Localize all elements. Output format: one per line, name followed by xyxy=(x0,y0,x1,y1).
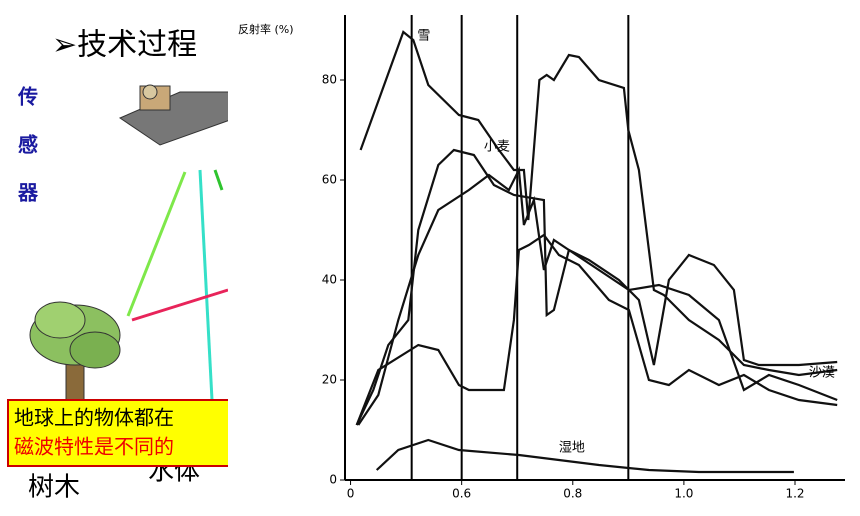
series-label: 湿地 xyxy=(559,441,585,456)
y-tick-label: 80 xyxy=(322,73,337,87)
chart-panel xyxy=(228,0,860,512)
note-box xyxy=(7,399,234,467)
arrows xyxy=(126,169,229,401)
x-tick-label: 0 xyxy=(347,487,355,501)
series-line xyxy=(355,148,838,426)
series-label: 小麦 xyxy=(484,140,510,155)
x-tick-label: 0.8 xyxy=(563,487,582,501)
series-line xyxy=(357,166,838,426)
x-tick-label: 1.0 xyxy=(674,487,693,501)
series-line xyxy=(359,30,838,377)
y-axis-label: 反射率 (%) xyxy=(238,22,294,36)
series-label: 沙漠 xyxy=(809,366,835,381)
series-label: 雪 xyxy=(417,29,430,44)
slide-title: ➢技术过程 xyxy=(52,28,197,63)
y-tick-label: 0 xyxy=(329,473,337,487)
note-line: 磁波特性是不同的 xyxy=(14,435,174,459)
y-tick-label: 40 xyxy=(322,273,337,287)
x-tick-label: 1.2 xyxy=(785,487,804,501)
series-line xyxy=(355,233,838,426)
y-tick-label: 20 xyxy=(322,373,337,387)
y-tick-label: 60 xyxy=(322,173,337,187)
x-tick-label: 0.6 xyxy=(452,487,471,501)
side-label: 传 xyxy=(17,85,38,109)
tree xyxy=(29,301,121,411)
side-label: 器 xyxy=(17,181,39,205)
tree-label: 树木 xyxy=(28,473,80,503)
note-line: 地球上的物体都在 xyxy=(14,406,174,430)
series-line xyxy=(375,438,794,474)
satellite xyxy=(118,84,231,146)
side-label: 感 xyxy=(18,133,38,157)
